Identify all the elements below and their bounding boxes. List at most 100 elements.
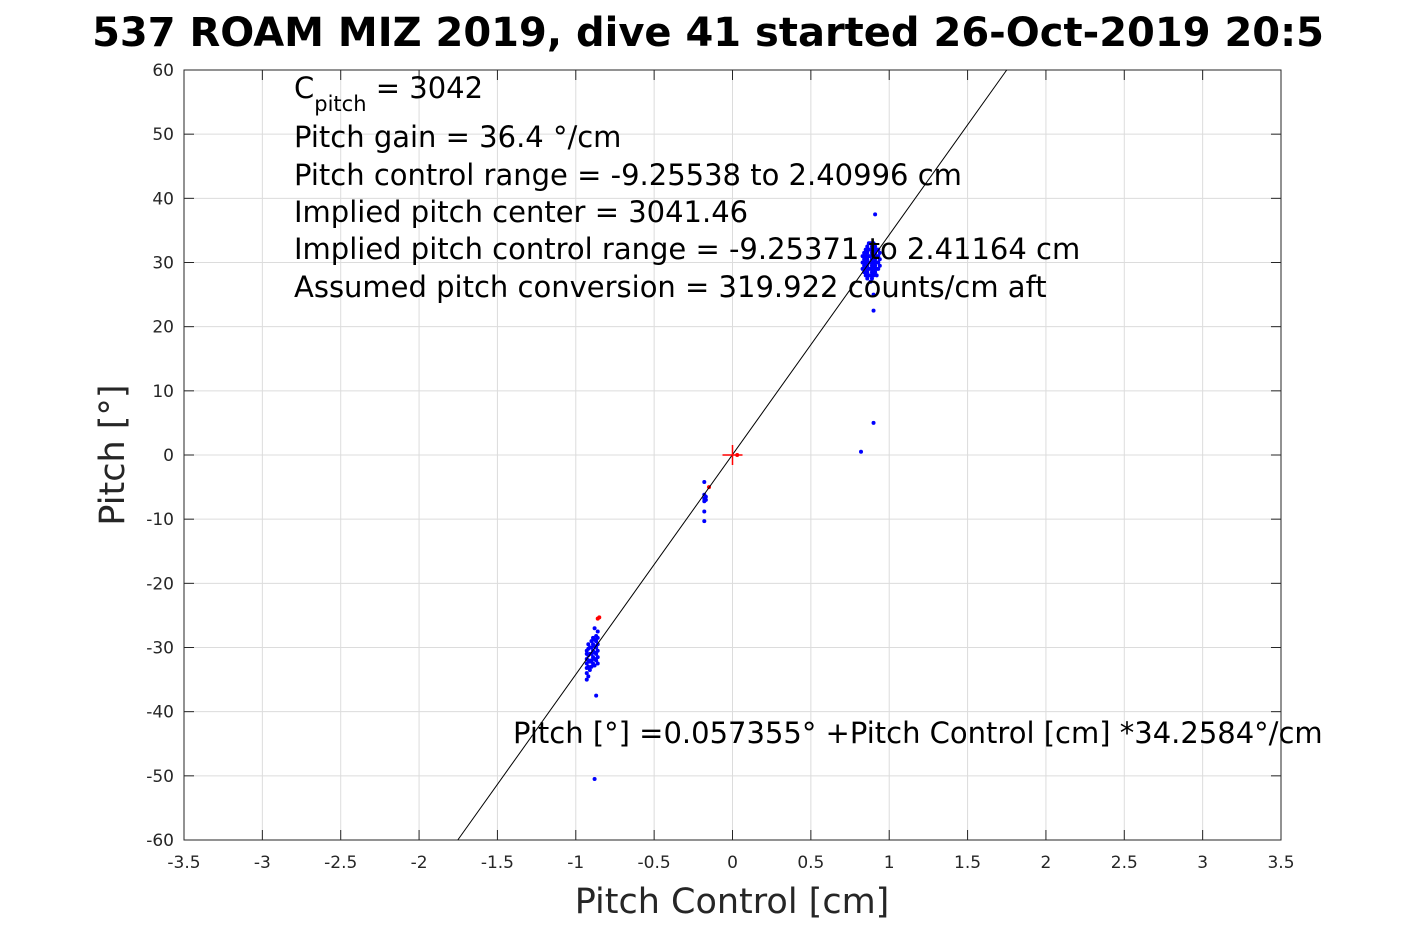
data-point [873,257,878,262]
pitch-conversion-annotation: Assumed pitch conversion = 319.922 count… [294,270,1047,304]
y-tick-label: -20 [146,574,174,594]
data-point [877,263,882,268]
data-point [592,663,597,668]
data-point [595,655,600,660]
data-point [877,257,882,262]
data-point [868,266,873,271]
data-point [862,250,867,255]
data-point [859,449,864,454]
data-point [595,635,600,640]
y-tick-label: -10 [146,510,174,530]
data-point [863,273,868,278]
y-tick-label: 10 [152,382,174,402]
data-point [586,674,591,679]
data-point [703,497,708,502]
chart-title: 537 ROAM MIZ 2019, dive 41 started 26-Oc… [92,10,1324,56]
y-tick-label: -60 [146,831,174,851]
data-point [876,254,881,259]
data-point [584,671,589,676]
x-tick-label: 2 [1041,853,1052,873]
data-point [589,651,594,656]
data-point [860,254,865,259]
data-point [865,270,870,275]
data-point [592,626,597,631]
data-points [584,212,882,782]
data-point [589,658,594,663]
data-point [868,247,873,252]
c-pitch-annotation: Cpitch = 3042 [294,71,483,116]
plot-frame [183,69,1282,841]
data-point [871,260,876,265]
x-tick-labels: -3.5 -3 -2.5 -2 -1.5 -1 -0.5 0 0.5 1 1.5 2 2.5 3 3.5 [167,853,1294,873]
data-point [860,260,865,265]
c-pitch-subscript: pitch [314,92,366,116]
data-point [869,250,874,255]
data-point [869,270,874,275]
data-point [868,279,873,284]
data-point [868,273,873,278]
c-pitch-value: = 3042 [367,71,484,105]
data-point [863,247,868,252]
y-tick-labels: 60 50 40 30 20 10 0 -10 -20 -30 -40 -50 -60 [146,61,174,851]
data-point [877,250,882,255]
data-point [595,648,600,653]
data-point [865,276,870,281]
data-point [865,244,870,249]
y-tick-label: 50 [152,125,174,145]
y-tick-label: -30 [146,639,174,659]
data-point [584,661,589,666]
data-point [871,247,876,252]
implied-pitch-center-annotation: Implied pitch center = 3041.46 [294,195,748,229]
data-point [868,260,873,265]
data-point [865,250,870,255]
x-axis-label: Pitch Control [cm] [575,882,890,922]
fit-equation-annotation: Pitch [°] =0.057355° +Pitch Control [cm]… [513,716,1323,750]
data-point [702,479,707,484]
data-point [868,254,873,259]
data-point [873,270,878,275]
data-point [589,639,594,644]
x-tick-label: 1 [884,853,895,873]
data-point [871,420,876,425]
data-point [865,257,870,262]
data-point [594,651,599,656]
y-tick-label: 20 [152,318,174,338]
x-tick-label: -3.5 [167,853,200,873]
x-tick-label: 3 [1197,853,1208,873]
data-point [869,244,874,249]
data-point [869,263,874,268]
data-point [871,308,876,313]
data-point [871,266,876,271]
x-tick-label: 3.5 [1267,853,1294,873]
data-point [869,276,874,281]
y-axis-label: Pitch [°] [93,384,133,525]
data-point [595,661,600,666]
y-tick-label: -40 [146,703,174,723]
data-point [871,241,876,246]
c-pitch-main: C [294,71,314,105]
data-point [584,677,589,682]
data-point [594,639,599,644]
x-tick-label: -2.5 [324,853,357,873]
x-tick-label: 2.5 [1111,853,1138,873]
x-tick-label: -2 [411,853,428,873]
x-tick-label: 0 [727,853,738,873]
data-point [702,509,707,514]
y-tick-label: 30 [152,254,174,274]
data-point [863,260,868,265]
data-point [876,260,881,265]
data-point [592,777,597,782]
x-tick-label: 1.5 [954,853,981,873]
data-point [876,266,881,271]
data-point [586,642,591,647]
data-point [703,494,708,499]
data-point [874,273,879,278]
data-point [594,658,599,663]
data-point [871,273,876,278]
y-tick-label: 40 [152,189,174,209]
data-point [702,519,707,524]
pitch-control-range-annotation: Pitch control range = -9.25538 to 2.4099… [294,158,962,192]
data-point [863,254,868,259]
data-point [587,667,592,672]
